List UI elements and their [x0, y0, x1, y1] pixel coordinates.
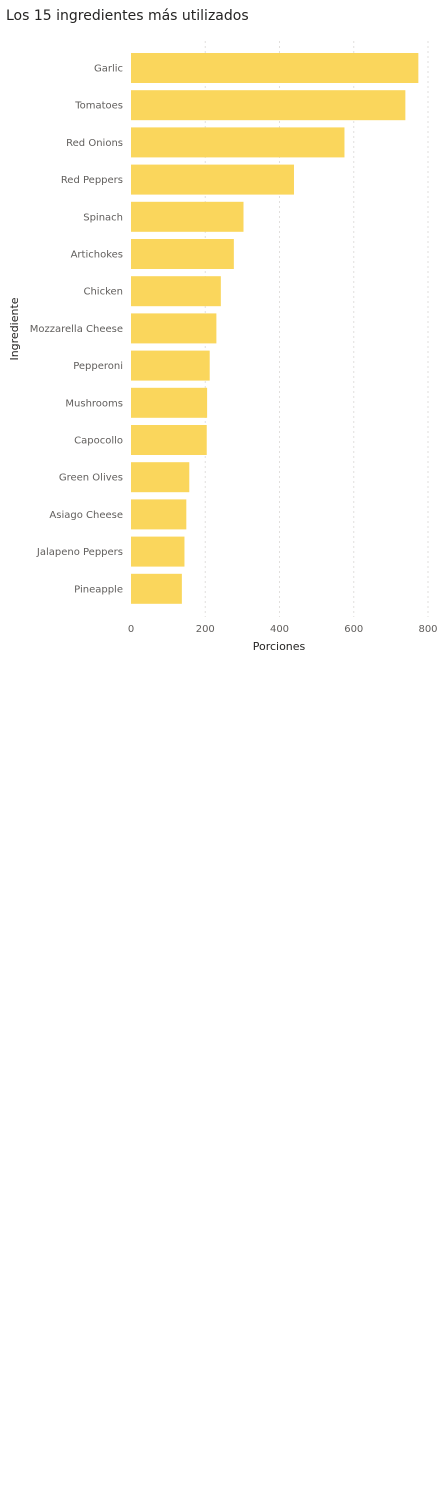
category-label: Chicken [83, 287, 123, 298]
x-tick-label: 600 [344, 624, 363, 635]
bar[interactable] [131, 239, 234, 269]
bar[interactable] [131, 425, 207, 455]
x-tick-label: 0 [128, 624, 134, 635]
bar[interactable] [131, 350, 210, 381]
category-label: Pepperoni [73, 361, 123, 372]
category-label: Red Onions [66, 138, 123, 149]
chart-title: Los 15 ingredientes más utilizados [6, 8, 249, 24]
bar-chart: Garlic Tomatoes Red Onions Red Peppers Spina… [8, 41, 438, 653]
bar[interactable] [131, 536, 185, 567]
x-tick-label: 800 [418, 624, 437, 635]
category-label: Green Olives [59, 473, 123, 484]
x-tick-label: 400 [270, 624, 289, 635]
bar[interactable] [131, 276, 221, 307]
bar[interactable] [131, 573, 182, 604]
category-label: Mozzarella Cheese [30, 324, 123, 335]
x-tick-label: 200 [196, 624, 215, 635]
bar[interactable] [131, 499, 187, 530]
bar[interactable] [131, 201, 244, 232]
category-label: Pineapple [74, 584, 123, 595]
x-axis-title: Porciones [253, 640, 306, 653]
category-label: Mushrooms [65, 398, 123, 409]
bar[interactable] [131, 387, 208, 418]
bar[interactable] [131, 164, 294, 195]
bar[interactable] [131, 53, 419, 83]
category-label: Capocollo [74, 436, 123, 447]
bar[interactable] [131, 462, 190, 493]
bars [131, 53, 419, 604]
bar[interactable] [131, 127, 345, 158]
x-tick-labels: 0 200 400 600 800 [128, 624, 438, 635]
category-label: Red Peppers [61, 175, 123, 186]
category-label: Garlic [94, 64, 123, 75]
category-label: Jalapeno Peppers [36, 547, 123, 558]
category-labels: Garlic Tomatoes Red Onions Red Peppers Spina… [30, 64, 123, 596]
category-label: Tomatoes [74, 101, 123, 112]
category-label: Asiago Cheese [49, 510, 123, 521]
y-axis-title: Ingrediente [8, 297, 21, 360]
category-label: Spinach [83, 212, 123, 223]
bar[interactable] [131, 90, 406, 121]
category-label: Artichokes [71, 250, 123, 261]
bar[interactable] [131, 313, 217, 344]
